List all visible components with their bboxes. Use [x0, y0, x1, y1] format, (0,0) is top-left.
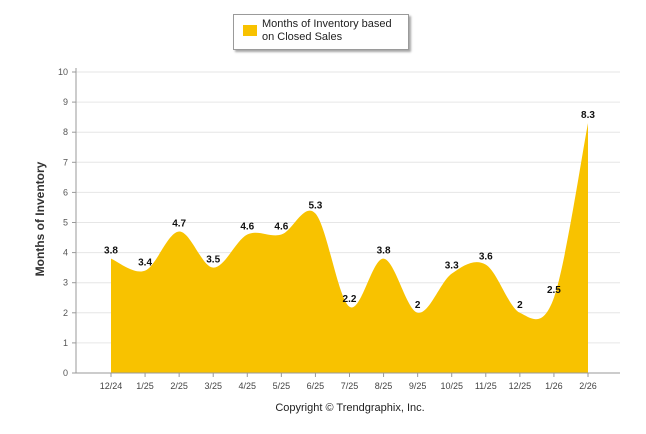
y-tick-label: 9: [63, 97, 68, 107]
x-tick-label: 2/25: [170, 381, 188, 391]
x-tick-label: 1/25: [136, 381, 154, 391]
y-tick-label: 0: [63, 368, 68, 378]
axes: [75, 68, 620, 374]
data-label: 2: [415, 300, 421, 311]
data-label: 4.6: [274, 222, 288, 233]
legend-swatch: [243, 25, 257, 36]
y-tick-label: 10: [58, 67, 68, 77]
data-label: 3.5: [206, 255, 220, 266]
data-label: 3.3: [445, 261, 459, 272]
y-tick-label: 5: [63, 218, 68, 228]
legend: Months of Inventory based on Closed Sale…: [233, 14, 409, 50]
data-label: 2.2: [343, 294, 357, 305]
copyright-footer: Copyright © Trendgraphix, Inc.: [275, 402, 425, 414]
y-tick-label: 4: [63, 248, 68, 258]
x-tick-label: 2/26: [579, 381, 597, 391]
y-tick-label: 7: [63, 157, 68, 167]
y-tick-label: 6: [63, 187, 68, 197]
data-label: 5.3: [308, 200, 322, 211]
x-tick-label: 6/25: [307, 381, 325, 391]
x-tick-label: 4/25: [239, 381, 257, 391]
x-tick-label: 9/25: [409, 381, 427, 391]
x-tick-label: 5/25: [273, 381, 291, 391]
y-tick-label: 1: [63, 338, 68, 348]
y-axis-title: Months of Inventory: [33, 161, 47, 277]
x-tick-label: 8/25: [375, 381, 393, 391]
data-label: 3.4: [138, 258, 152, 269]
y-tick-label: 8: [63, 127, 68, 137]
y-tick-label: 2: [63, 308, 68, 318]
x-axis-ticks: 12/24 1/25 2/25 3/25 4/25 5/25 6/25 7/25 8/25 9/2…: [100, 373, 597, 391]
y-axis-ticks: 0 1 2 3 4 5 6 7 8 9 10: [58, 67, 76, 378]
data-label: 8.3: [581, 110, 595, 121]
data-label: 4.7: [172, 219, 186, 230]
data-label: 3.8: [377, 246, 391, 257]
x-tick-label: 10/25: [440, 381, 463, 391]
y-tick-label: 3: [63, 278, 68, 288]
legend-label: Months of Inventory based on Closed Sale…: [262, 18, 392, 43]
x-tick-label: 3/25: [204, 381, 222, 391]
data-label: 2: [517, 300, 523, 311]
x-tick-label: 12/24: [100, 381, 123, 391]
x-tick-label: 1/26: [545, 381, 563, 391]
data-labels: 3.8 3.4 4.7 3.5 4.6 4.6 5.3 2.2 3.8 2 3.3 3.6 2 2.5 8.…: [104, 110, 595, 311]
x-tick-label: 7/25: [341, 381, 359, 391]
x-tick-label: 12/25: [509, 381, 532, 391]
data-label: 2.5: [547, 285, 561, 296]
x-tick-label: 11/25: [475, 381, 497, 391]
data-label: 3.6: [479, 252, 493, 263]
data-label: 3.8: [104, 246, 118, 257]
area-series: [111, 123, 588, 373]
data-label: 4.6: [240, 222, 254, 233]
